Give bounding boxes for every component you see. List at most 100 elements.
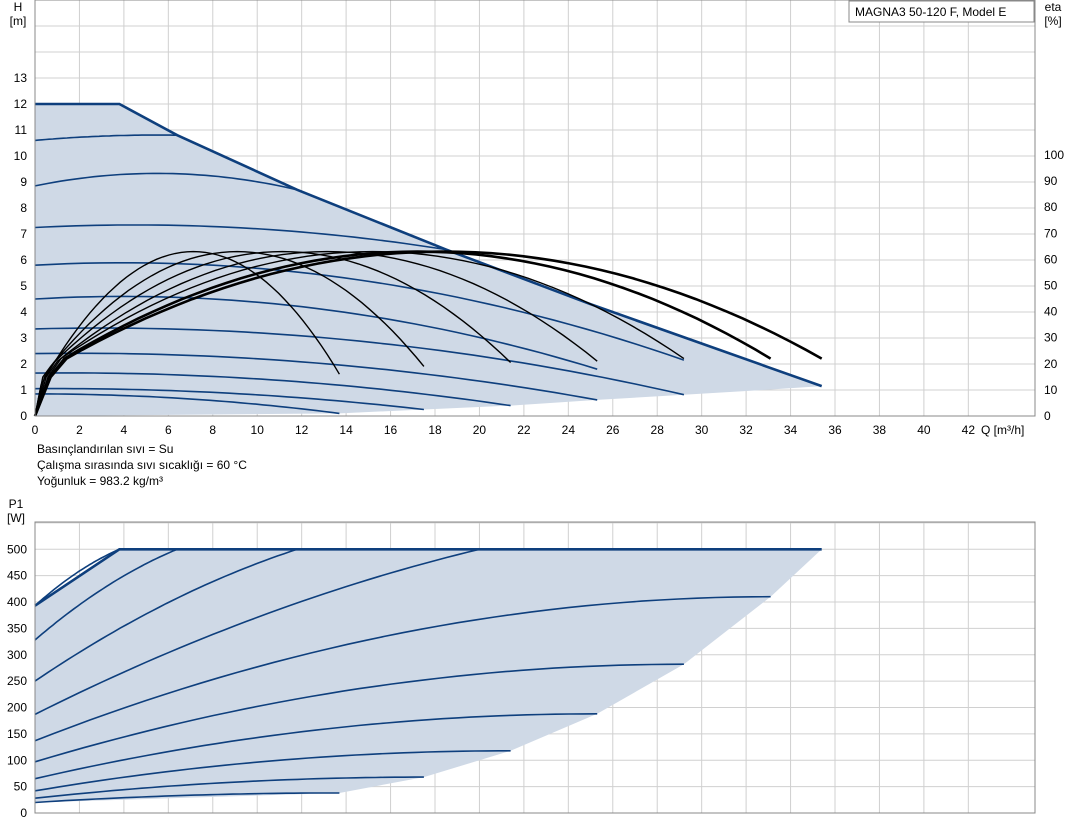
y2-axis-label: eta	[1045, 0, 1062, 14]
y2-tick-label: 60	[1044, 252, 1058, 266]
x-tick-label: 30	[695, 423, 709, 437]
p-tick-label: 400	[7, 595, 27, 609]
head-plot-frame	[34, 0, 1036, 417]
x-tick-label: 34	[784, 423, 798, 437]
y2-tick-label: 100	[1044, 148, 1064, 162]
x-axis-label: Q [m³/h]	[981, 423, 1024, 437]
y-axis-label: H	[14, 0, 23, 14]
model-label: MAGNA3 50-120 F, Model E	[855, 5, 1006, 19]
y-tick-label: 7	[20, 227, 27, 241]
y2-axis-unit: [%]	[1044, 14, 1061, 28]
y2-tick-label: 10	[1044, 383, 1058, 397]
y2-tick-label: 20	[1044, 357, 1058, 371]
x-tick-label: 22	[517, 423, 531, 437]
efficiency-curve	[34, 250, 341, 417]
y2-tick-label: 80	[1044, 200, 1058, 214]
chart-labels: MAGNA3 50-120 F, Model E	[848, 0, 1035, 23]
y-tick-label: 6	[20, 253, 27, 267]
y-tick-label: 0	[20, 409, 27, 423]
condition-temperature: Çalışma sırasında sıvı sıcaklığı = 60 °C	[37, 458, 247, 472]
x-tick-label: 18	[428, 423, 442, 437]
power-curve	[34, 713, 598, 780]
x-tick-label: 28	[651, 423, 665, 437]
y2-tick-label: 30	[1044, 331, 1058, 345]
power-plot-frame	[34, 521, 1036, 814]
x-tick-label: 14	[339, 423, 353, 437]
p-tick-label: 50	[14, 780, 28, 794]
x-tick-label: 20	[473, 423, 487, 437]
x-tick-label: 36	[828, 423, 842, 437]
y-tick-label: 12	[14, 97, 28, 111]
speed-curve	[34, 352, 598, 401]
y-tick-label: 2	[20, 357, 27, 371]
speed-curve	[34, 295, 598, 370]
speed-curve	[34, 387, 424, 411]
power-curve	[34, 548, 178, 641]
x-tick-label: 42	[962, 423, 976, 437]
power-plot: 0 50 100 150 200 250 300 350 400 450 500 P1[W]	[7, 497, 1036, 820]
y-tick-label: 5	[20, 279, 27, 293]
model-label-box	[848, 0, 1035, 23]
speed-curve	[34, 172, 298, 191]
x-tick-label: 4	[121, 423, 128, 437]
x-tick-label: 16	[384, 423, 398, 437]
x-tick-label: 2	[76, 423, 83, 437]
p-tick-label: 500	[7, 542, 27, 556]
x-tick-label: 0	[32, 423, 39, 437]
p-tick-label: 100	[7, 753, 27, 767]
p-axis-label: P1	[9, 497, 24, 511]
y2-tick-label: 50	[1044, 279, 1058, 293]
power-curve	[34, 548, 120, 607]
y-tick-label: 3	[20, 331, 27, 345]
y2-tick-label: 70	[1044, 226, 1058, 240]
y2-tick-label: 0	[1044, 409, 1051, 423]
p-tick-label: 250	[7, 674, 27, 688]
p-tick-label: 300	[7, 648, 27, 662]
speed-curve	[34, 327, 685, 396]
p-tick-label: 0	[20, 806, 27, 820]
y-tick-label: 11	[15, 123, 28, 137]
y-tick-label: 8	[20, 201, 27, 215]
condition-density: Yoğunluk = 983.2 kg/m³	[37, 474, 163, 488]
y2-tick-label: 90	[1044, 174, 1058, 188]
speed-curve	[35, 393, 340, 415]
y-tick-label: 10	[14, 149, 28, 163]
x-tick-label: 40	[917, 423, 931, 437]
power-curve	[34, 663, 684, 763]
power-curve	[34, 595, 771, 742]
x-tick-label: 38	[873, 423, 887, 437]
power-curve	[34, 548, 480, 716]
max-power-curve	[34, 547, 822, 607]
y-tick-label: 1	[20, 383, 27, 397]
operating-region	[35, 104, 822, 416]
y-tick-label: 9	[20, 175, 27, 189]
p-tick-label: 200	[7, 701, 27, 715]
y2-tick-label: 40	[1044, 305, 1058, 319]
head-efficiency-plot: 0 2 4 6 8 10 12 14 16 18 20 22 24 26 28 30 32 34 36 38 40 420…	[10, 0, 1064, 437]
x-tick-label: 10	[251, 423, 265, 437]
p-tick-label: 450	[7, 569, 27, 583]
y-axis-unit: [m]	[10, 14, 27, 28]
x-tick-label: 26	[606, 423, 620, 437]
power-region	[35, 549, 822, 803]
power-curve	[34, 792, 340, 804]
x-tick-label: 32	[739, 423, 753, 437]
y-tick-label: 13	[14, 71, 28, 85]
efficiency-curve	[34, 250, 425, 417]
p-tick-label: 350	[7, 621, 27, 635]
speed-curve	[34, 372, 511, 407]
condition-fluid: Basınçlandırılan sıvı = Su	[37, 442, 174, 456]
power-curve	[34, 776, 424, 799]
efficiency-curve	[33, 250, 823, 417]
x-tick-label: 12	[295, 423, 309, 437]
x-tick-label: 8	[209, 423, 216, 437]
speed-curve	[34, 261, 685, 361]
x-tick-label: 24	[562, 423, 576, 437]
efficiency-curve	[34, 250, 598, 417]
speed-curve	[34, 134, 178, 142]
p-axis-unit: [W]	[7, 511, 25, 525]
power-curve	[34, 749, 511, 792]
efficiency-curve	[34, 250, 685, 417]
power-curve	[34, 548, 298, 682]
